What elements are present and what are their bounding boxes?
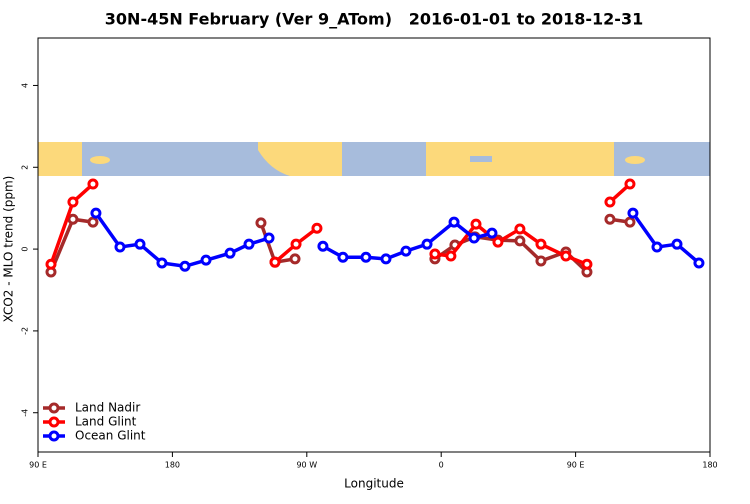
point: [134, 238, 146, 250]
point: [200, 254, 212, 266]
y-tick-label: 4: [21, 83, 30, 88]
point: [255, 217, 267, 229]
point: [535, 238, 547, 250]
point: [360, 251, 372, 263]
y-axis-label: XCO2 - MLO trend (ppm): [2, 176, 16, 323]
point: [470, 218, 482, 230]
point: [311, 222, 323, 234]
point: [604, 213, 616, 225]
plot-frame: [37, 37, 711, 453]
series-line: [49, 182, 632, 266]
point: [651, 241, 663, 253]
point: [429, 248, 441, 260]
point: [445, 250, 457, 262]
x-tick-label: 90 E: [567, 461, 585, 470]
point: [289, 253, 301, 265]
legend-marker: [48, 430, 60, 442]
point: [114, 241, 126, 253]
point: [67, 196, 79, 208]
point: [87, 216, 99, 228]
point: [468, 232, 480, 244]
legend-label: Land Nadir: [75, 401, 140, 415]
point: [290, 238, 302, 250]
x-tick-label: 90 W: [296, 461, 317, 470]
x-tick-label: 90 E: [29, 461, 47, 470]
point: [380, 253, 392, 265]
legend-marker: [48, 402, 60, 414]
legend-marker: [48, 416, 60, 428]
point: [671, 238, 683, 250]
point: [624, 178, 636, 190]
point: [317, 240, 329, 252]
legend-label: Land Glint: [75, 415, 137, 429]
y-tick-label: 2: [21, 165, 30, 170]
point: [179, 260, 191, 272]
y-tick-label: -4: [21, 409, 30, 417]
point: [581, 258, 593, 270]
point: [492, 236, 504, 248]
point: [604, 196, 616, 208]
point: [269, 256, 281, 268]
map-strip: [38, 142, 710, 176]
y-tick-label: -2: [21, 327, 30, 335]
point: [243, 238, 255, 250]
point: [337, 251, 349, 263]
point: [90, 207, 102, 219]
y-tick-label: 0: [21, 247, 30, 252]
point: [224, 247, 236, 259]
point: [67, 213, 79, 225]
point: [486, 227, 498, 239]
point: [514, 235, 526, 247]
point: [624, 216, 636, 228]
point: [627, 207, 639, 219]
point: [535, 255, 547, 267]
point: [560, 250, 572, 262]
x-tick-label: 180: [165, 461, 180, 470]
point: [263, 232, 275, 244]
point: [448, 216, 460, 228]
point: [400, 245, 412, 257]
x-axis-label: Longitude: [344, 477, 404, 491]
x-tick-label: 0: [439, 461, 444, 470]
point: [421, 238, 433, 250]
legend-label: Ocean Glint: [75, 429, 146, 443]
point: [87, 178, 99, 190]
point: [45, 258, 57, 270]
x-tick-label: 180: [702, 461, 717, 470]
point: [693, 257, 705, 269]
chart-title: 30N-45N February (Ver 9_ATom) 2016-01-01…: [105, 10, 643, 29]
point: [514, 223, 526, 235]
point: [156, 257, 168, 269]
